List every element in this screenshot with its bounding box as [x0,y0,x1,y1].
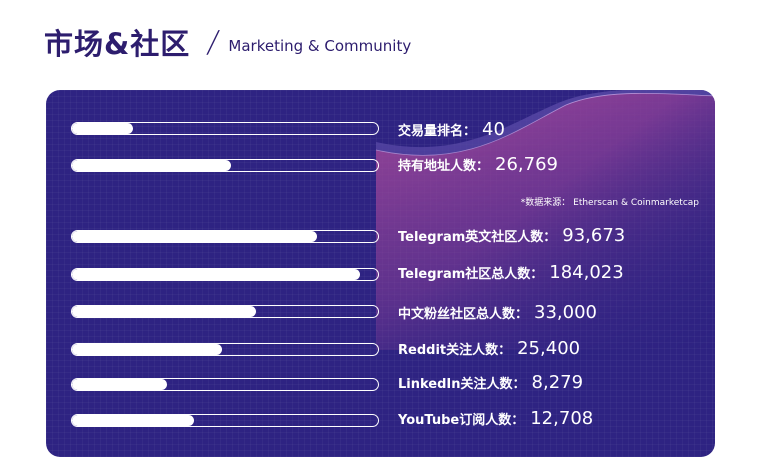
stat-label: Reddit关注人数： [398,343,512,358]
stat-telegram-en: Telegram英文社区人数： 93,673 [398,225,625,246]
stat-value: 12,708 [530,408,594,429]
stat-linkedin: LinkedIn关注人数： 8,279 [398,372,583,393]
stat-label: 持有地址人数： [398,159,490,174]
stat-label: YouTube订阅人数： [398,413,525,428]
progress-fill [72,269,360,280]
progress-bar-chinese-community [71,305,379,318]
progress-fill [72,415,195,426]
title-separator: / [205,24,222,60]
stat-youtube: YouTube订阅人数： 12,708 [398,408,593,429]
stats-panel: 交易量排名： 40 持有地址人数： 26,769 *数据来源： Ethersca… [46,90,715,457]
stat-value: 8,279 [531,372,584,393]
stat-label: Telegram社区总人数： [398,267,544,282]
progress-bar-trading-rank [71,122,379,135]
stat-holder-addresses: 持有地址人数： 26,769 [398,154,558,175]
stat-label: 中文粉丝社区总人数： [398,307,529,322]
progress-fill [72,344,222,355]
page-subtitle: Marketing & Community [228,37,412,55]
page-title: 市场&社区 [44,27,191,61]
progress-fill [72,379,167,390]
stat-label: Telegram英文社区人数： [398,230,557,245]
stat-value: 25,400 [517,338,581,359]
progress-fill [72,123,134,134]
progress-bar-telegram-total [71,268,379,281]
progress-bar-youtube [71,414,379,427]
progress-bar-linkedin [71,378,379,391]
progress-bar-holder-addresses [71,159,379,172]
progress-fill [72,306,256,317]
page-header: 市场&社区 / Marketing & Community [44,22,411,62]
progress-bar-reddit [71,343,379,356]
stat-value: 33,000 [534,302,597,323]
data-source-note: *数据来源： Etherscan & Coinmarketcap [520,198,699,208]
stat-telegram-total: Telegram社区总人数： 184,023 [398,262,624,283]
stat-chinese-community: 中文粉丝社区总人数： 33,000 [398,302,597,323]
stat-value: 93,673 [562,225,626,246]
stat-value: 26,769 [495,154,558,175]
stat-label: LinkedIn关注人数： [398,377,526,392]
progress-fill [72,231,317,242]
progress-bar-telegram-en [71,230,379,243]
stat-value: 184,023 [549,262,624,283]
stat-value: 40 [482,119,505,140]
progress-fill [72,160,232,171]
stat-label: 交易量排名： [398,124,477,139]
stat-trading-rank: 交易量排名： 40 [398,119,505,140]
stat-reddit: Reddit关注人数： 25,400 [398,338,580,359]
